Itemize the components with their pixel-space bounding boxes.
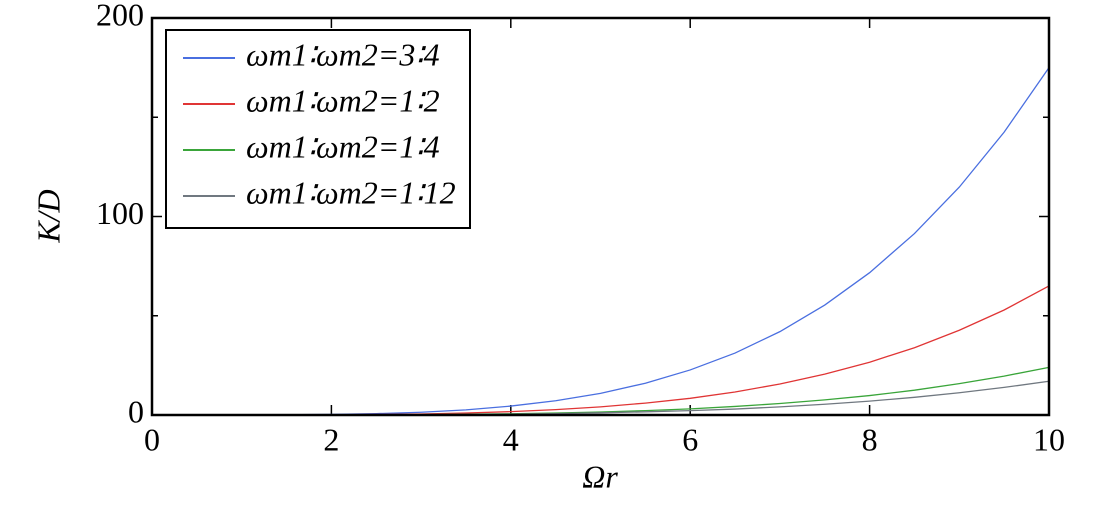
- series-line: [152, 366, 1050, 416]
- x-tick-label: 4: [503, 421, 519, 457]
- y-tick-label: 0: [128, 393, 144, 429]
- plot-frame: [150, 16, 1051, 417]
- legend-label: ωm1∶ωm2=1∶12: [246, 174, 456, 210]
- x-tick-label: 8: [862, 421, 878, 457]
- x-tick-label: 6: [682, 421, 698, 457]
- y-axis-label: K/D: [30, 189, 66, 243]
- x-axis-label: Ωr: [582, 458, 618, 494]
- legend-label: ωm1∶ωm2=1∶4: [246, 128, 440, 164]
- x-tick-label: 10: [1033, 421, 1065, 457]
- y-tick-label: 100: [96, 195, 144, 231]
- legend-label: ωm1∶ωm2=1∶2: [246, 82, 440, 118]
- x-tick-label: 2: [323, 421, 339, 457]
- series-line: [152, 285, 1050, 416]
- series-line: [152, 380, 1050, 416]
- legend-label: ωm1∶ωm2=3∶4: [246, 36, 440, 72]
- x-tick-label: 0: [144, 421, 160, 457]
- y-tick-label: 200: [96, 0, 144, 32]
